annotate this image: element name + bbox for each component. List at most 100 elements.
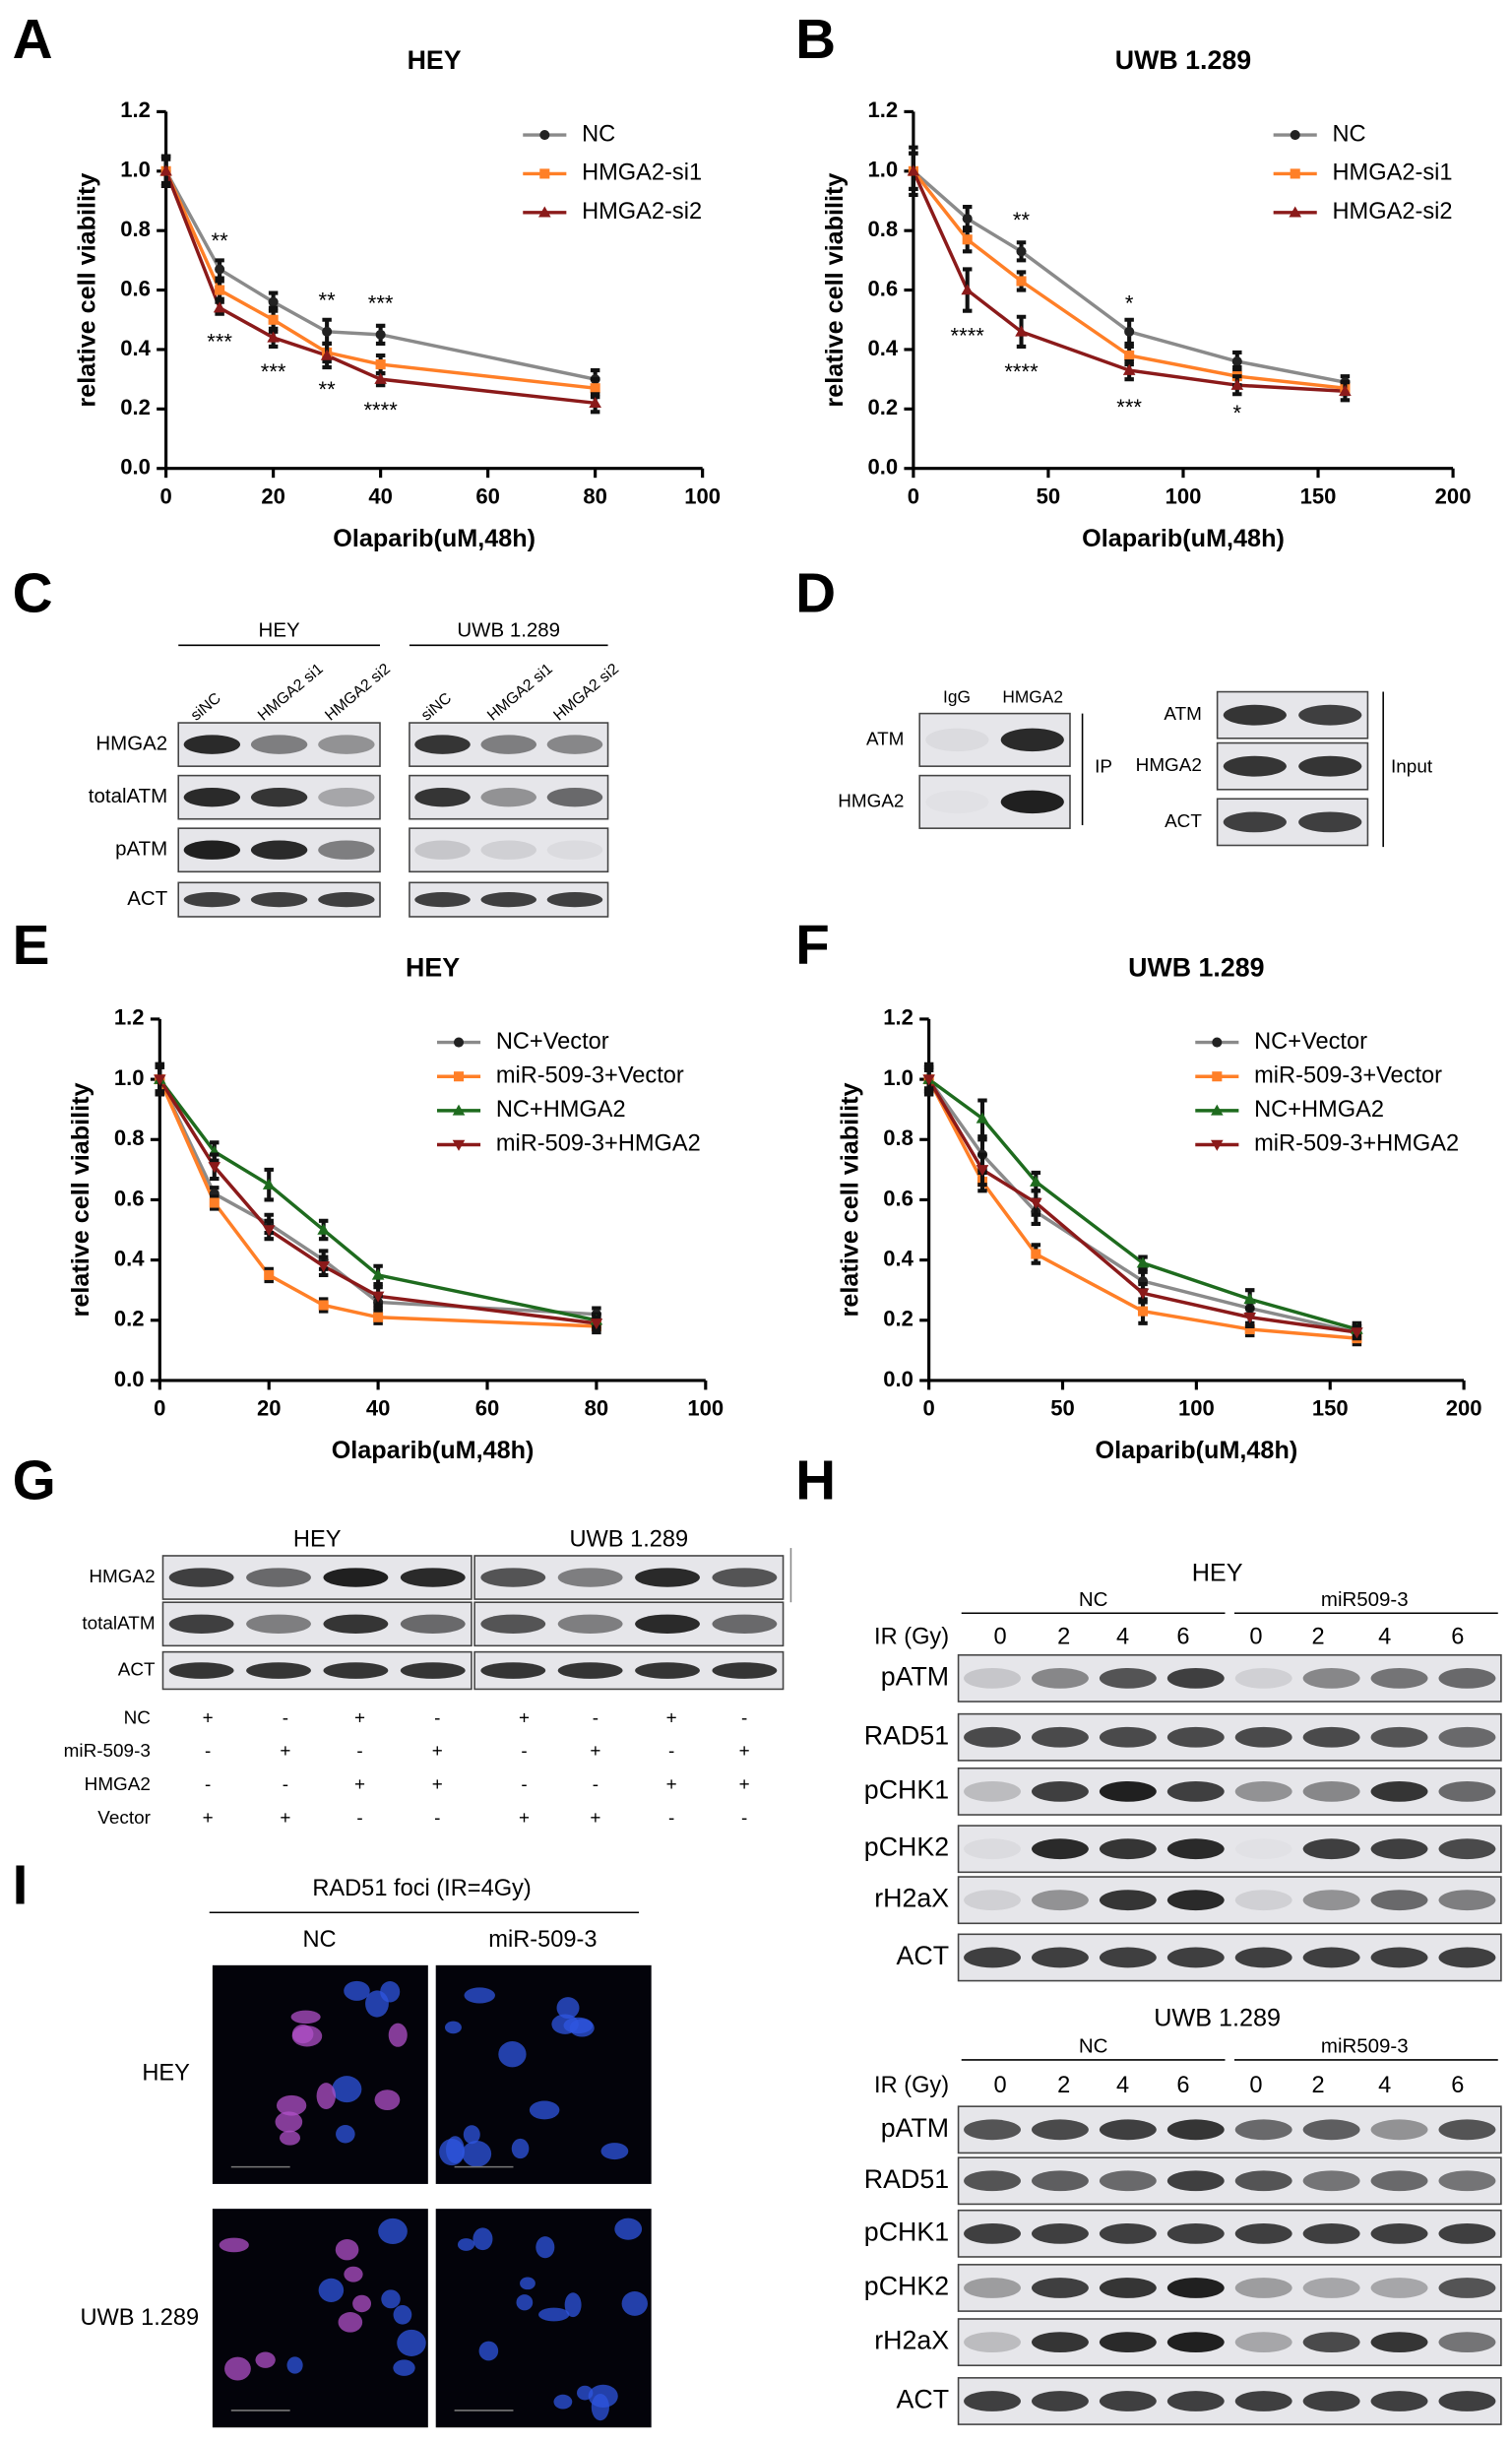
x-tick-label: 100 xyxy=(687,1396,724,1421)
significance: ** xyxy=(319,288,337,312)
nucleus xyxy=(280,2130,300,2146)
band xyxy=(1031,1947,1089,1968)
dose: 4 xyxy=(1116,1625,1129,1650)
nucleus xyxy=(516,2294,534,2311)
nucleus xyxy=(318,2278,345,2302)
sign: + xyxy=(280,1741,290,1762)
marker xyxy=(1137,1306,1149,1317)
panel-letter: H xyxy=(795,1449,836,1511)
significance: ** xyxy=(212,228,229,253)
band xyxy=(557,1568,623,1587)
marker xyxy=(318,1300,329,1311)
significance: *** xyxy=(368,290,394,315)
series-line xyxy=(912,169,1346,384)
band xyxy=(414,787,471,807)
row-label: totalATM xyxy=(82,1613,155,1634)
band xyxy=(250,735,308,754)
nucleus xyxy=(316,2083,337,2110)
significance: **** xyxy=(363,398,398,422)
band xyxy=(1031,2222,1089,2244)
band xyxy=(1099,2119,1157,2141)
marker xyxy=(1243,1293,1257,1305)
band xyxy=(318,840,375,860)
nucleus xyxy=(536,2236,555,2259)
band xyxy=(964,2119,1021,2141)
band xyxy=(183,892,241,908)
marker xyxy=(320,349,334,360)
band xyxy=(480,840,536,860)
group-label: HEY xyxy=(259,619,300,642)
series-line xyxy=(158,1078,597,1328)
band xyxy=(1234,1890,1292,1911)
band xyxy=(1370,1947,1428,1968)
marker xyxy=(262,1178,276,1189)
legend-label: HMGA2-si2 xyxy=(582,199,702,225)
blot-title: UWB 1.289 xyxy=(1154,2005,1281,2032)
column-label: NC xyxy=(303,1927,337,1953)
significance: ** xyxy=(1013,208,1031,232)
band xyxy=(250,787,308,807)
y-tick-label: 0.4 xyxy=(114,1246,145,1270)
group-label: UWB 1.289 xyxy=(457,619,560,642)
row-label: ACT xyxy=(118,1660,156,1681)
band xyxy=(964,2332,1021,2353)
marker xyxy=(1231,355,1242,367)
band xyxy=(635,1568,700,1587)
x-axis-label: Olaparib(uM,48h) xyxy=(1096,1437,1298,1464)
panel-letter: E xyxy=(13,915,50,977)
marker xyxy=(1124,326,1135,337)
band xyxy=(323,1662,389,1679)
group-label: UWB 1.289 xyxy=(569,1526,688,1552)
y-axis-label: relative cell viability xyxy=(67,1082,94,1317)
marker xyxy=(1230,378,1244,390)
nucleus xyxy=(338,2312,363,2333)
band xyxy=(1223,755,1287,777)
y-tick-label: 0.2 xyxy=(883,1307,914,1331)
band xyxy=(1302,2170,1360,2192)
nucleus xyxy=(332,2076,362,2103)
band xyxy=(712,1568,778,1587)
dose: 6 xyxy=(1451,1625,1464,1650)
band xyxy=(1234,1781,1292,1802)
y-tick-label: 0.6 xyxy=(120,276,151,300)
band xyxy=(400,1568,466,1587)
band xyxy=(964,2391,1021,2411)
band xyxy=(1438,1668,1496,1689)
band xyxy=(318,735,375,754)
band xyxy=(1302,1726,1360,1748)
band xyxy=(1370,1781,1428,1802)
band xyxy=(1302,1781,1360,1802)
row-label: HMGA2 xyxy=(89,1567,155,1587)
band xyxy=(712,1662,778,1679)
band xyxy=(414,840,471,860)
series-line xyxy=(164,170,596,390)
band xyxy=(246,1614,311,1634)
nucleus xyxy=(511,2138,530,2159)
band xyxy=(168,1662,234,1679)
row-label: pATM xyxy=(115,838,167,861)
x-tick-label: 0 xyxy=(159,483,171,508)
row-label: pCHK1 xyxy=(864,2217,949,2246)
sign: - xyxy=(521,1774,527,1795)
dose: 6 xyxy=(1451,2073,1464,2098)
band xyxy=(168,1568,234,1587)
band xyxy=(1235,1838,1292,1859)
legend-label: NC xyxy=(1333,121,1366,147)
y-tick-label: 0.4 xyxy=(120,336,151,360)
x-tick-label: 80 xyxy=(585,1396,609,1421)
band xyxy=(414,892,471,908)
band xyxy=(318,787,375,807)
row-label: rH2aX xyxy=(874,1884,949,1913)
lane-label: siNC xyxy=(418,690,455,725)
marker xyxy=(1244,1323,1255,1335)
sign: + xyxy=(519,1808,530,1829)
legend-label: NC+Vector xyxy=(1254,1029,1367,1055)
band xyxy=(1099,1668,1157,1689)
legend-marker xyxy=(1290,130,1300,141)
y-tick-label: 0.2 xyxy=(114,1307,145,1331)
band xyxy=(964,1890,1021,1911)
x-tick-label: 60 xyxy=(475,1396,500,1421)
marker xyxy=(264,1269,275,1280)
marker xyxy=(373,1312,384,1322)
